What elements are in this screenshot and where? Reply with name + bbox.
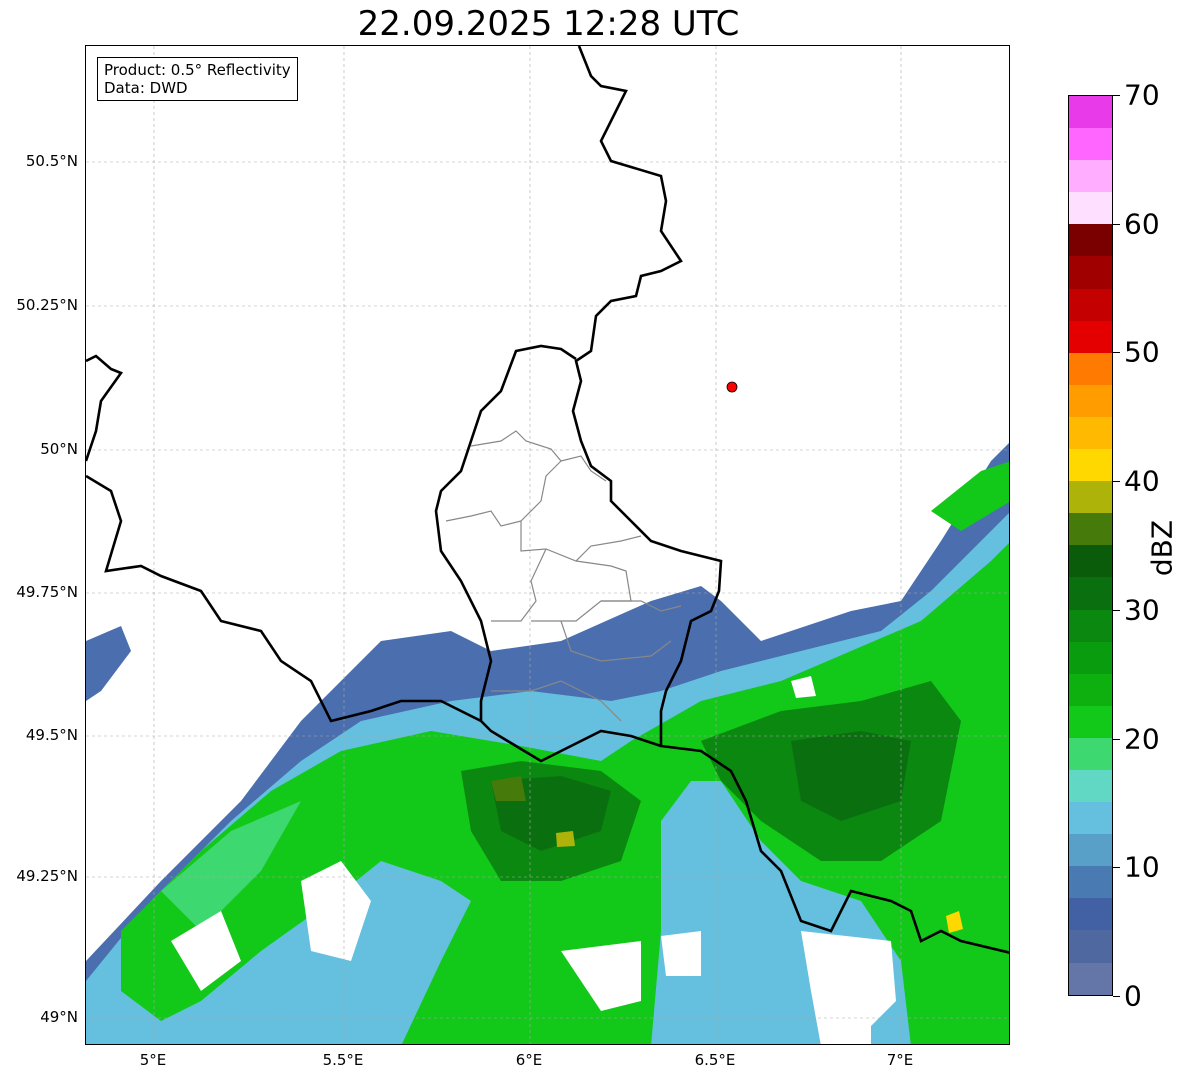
- internal-borders: [445, 430, 682, 722]
- colorbar-tick-mark: [1113, 867, 1120, 869]
- colorbar-bin: [1069, 481, 1112, 514]
- colorbar-tick-mark: [1113, 223, 1120, 225]
- colorbar-bin: [1069, 962, 1112, 995]
- x-tick-label: 5.5°E: [322, 1051, 364, 1069]
- radar-site-marker: [726, 381, 738, 393]
- echo-green-darker-east: [791, 731, 911, 821]
- y-tick-label: 50°N: [40, 440, 78, 458]
- y-tick-label: 50.25°N: [16, 296, 78, 314]
- y-tick-label: 49.25°N: [16, 867, 78, 885]
- colorbar-bin: [1069, 641, 1112, 674]
- radar-map: [85, 45, 1010, 1045]
- colorbar-bin: [1069, 737, 1112, 770]
- colorbar: [1068, 95, 1113, 996]
- colorbar-tick-mark: [1113, 481, 1120, 483]
- echo-gap-3: [561, 941, 641, 1011]
- colorbar-tick-label: 60: [1124, 207, 1160, 241]
- x-tick-label: 7°E: [886, 1051, 914, 1069]
- colorbar-tick-mark: [1113, 996, 1120, 997]
- product-info-box: Product: 0.5° Reflectivity Data: DWD: [97, 57, 298, 101]
- colorbar-tick-mark: [1113, 352, 1120, 354]
- colorbar-bin: [1069, 866, 1112, 899]
- radar-echoes: [86, 443, 1009, 1044]
- colorbar-label: dBZ: [1145, 519, 1179, 577]
- echo-gap-5: [801, 931, 896, 1044]
- echo-olive: [491, 776, 526, 801]
- colorbar-bin: [1069, 256, 1112, 289]
- y-tick-label: 49.5°N: [25, 726, 78, 744]
- colorbar-bin: [1069, 449, 1112, 482]
- colorbar-bin: [1069, 224, 1112, 257]
- colorbar-bin: [1069, 352, 1112, 385]
- colorbar-tick-label: 40: [1124, 464, 1160, 498]
- colorbar-bin: [1069, 705, 1112, 738]
- radar-map-canvas: [86, 46, 1009, 1044]
- echo-gap-4: [661, 931, 701, 976]
- colorbar-bin: [1069, 673, 1112, 706]
- colorbar-bin: [1069, 416, 1112, 450]
- echo-gap-7: [831, 1006, 871, 1044]
- colorbar-bin: [1069, 192, 1112, 225]
- echo-weak-blue-west: [86, 626, 131, 701]
- echo-light-green: [161, 801, 301, 931]
- colorbar-tick-label: 0: [1124, 979, 1142, 1013]
- echo-gap-2: [171, 911, 241, 991]
- colorbar-tick-mark: [1113, 609, 1120, 611]
- colorbar-tick-mark: [1113, 95, 1120, 96]
- echo-gap: [301, 861, 371, 961]
- echo-yellow-2: [556, 831, 575, 847]
- colorbar-tick-label: 10: [1124, 850, 1160, 884]
- echo-green-northeast: [931, 461, 1009, 531]
- gridlines: [86, 46, 1009, 1044]
- colorbar-bin: [1069, 96, 1112, 129]
- x-tick-label: 5°E: [139, 1051, 167, 1069]
- colorbar-bin: [1069, 288, 1112, 321]
- map-title: 22.09.2025 12:28 UTC: [357, 4, 740, 44]
- colorbar-tick-label: 50: [1124, 335, 1160, 369]
- colorbar-bin: [1069, 802, 1112, 835]
- country-borders: [86, 46, 1009, 954]
- colorbar-bin: [1069, 320, 1112, 353]
- colorbar-bin: [1069, 128, 1112, 161]
- product-label: Product: 0.5° Reflectivity: [104, 61, 291, 79]
- colorbar-tick-label: 30: [1124, 593, 1160, 627]
- colorbar-tick-label: 70: [1124, 78, 1160, 112]
- y-tick-label: 50.5°N: [25, 152, 78, 170]
- colorbar-tick-label: 20: [1124, 722, 1160, 756]
- colorbar-tick-mark: [1113, 738, 1120, 740]
- colorbar-bin: [1069, 609, 1112, 642]
- data-source-label: Data: DWD: [104, 79, 188, 97]
- colorbar-bin: [1069, 384, 1112, 417]
- echo-yellow: [946, 911, 963, 933]
- x-tick-label: 6°E: [515, 1051, 543, 1069]
- colorbar-bin: [1069, 898, 1112, 931]
- colorbar-bin: [1069, 545, 1112, 578]
- colorbar-bin: [1069, 577, 1112, 610]
- colorbar-bin: [1069, 769, 1112, 803]
- y-tick-label: 49°N: [40, 1008, 78, 1026]
- colorbar-bin: [1069, 513, 1112, 546]
- colorbar-bin: [1069, 930, 1112, 963]
- colorbar-bin: [1069, 160, 1112, 193]
- colorbar-bin: [1069, 834, 1112, 867]
- x-tick-label: 6.5°E: [694, 1051, 736, 1069]
- echo-gap-6: [791, 676, 816, 698]
- y-tick-label: 49.75°N: [16, 583, 78, 601]
